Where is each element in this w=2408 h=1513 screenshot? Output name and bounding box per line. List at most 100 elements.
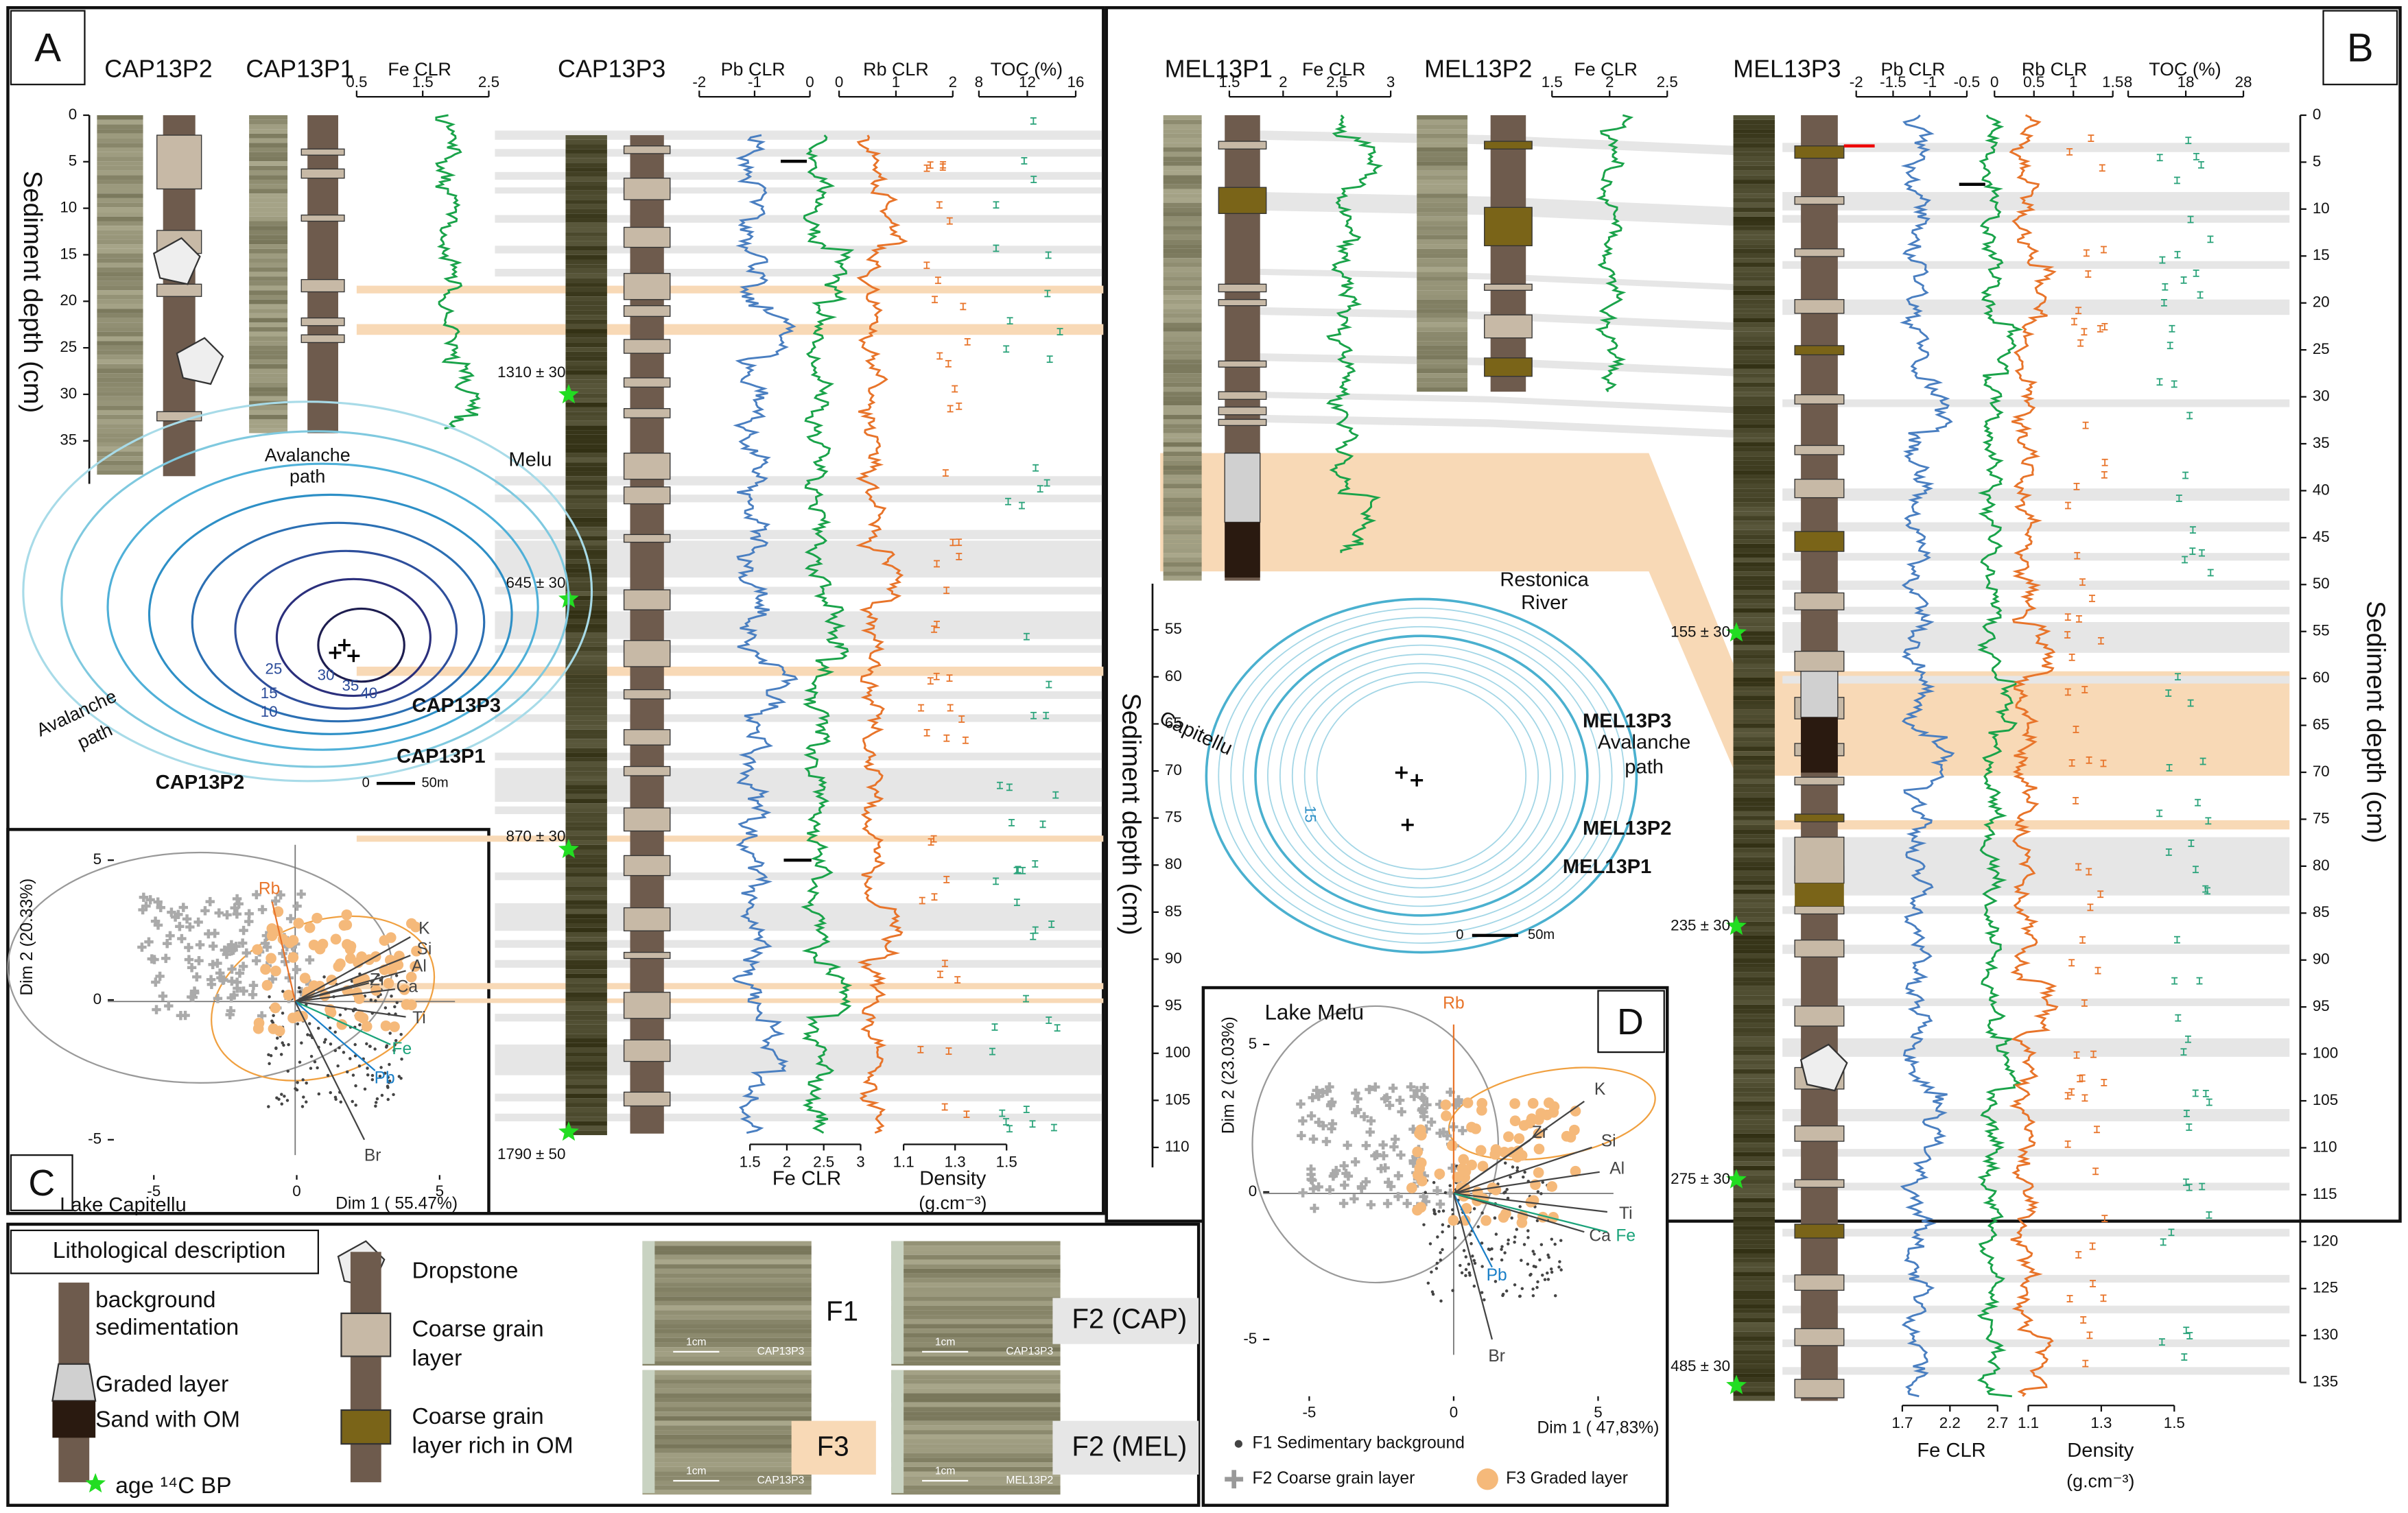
label: 15 — [1301, 806, 1319, 823]
core-photo — [249, 295, 288, 300]
core-photo — [1163, 212, 1202, 217]
scatter-point — [1459, 1215, 1471, 1226]
core-photo — [97, 364, 143, 369]
scatter-point — [368, 1045, 372, 1048]
correlation-band — [1782, 191, 2290, 211]
core-photo — [1163, 180, 1202, 184]
confidence-ellipse — [1448, 1067, 1656, 1161]
tick-label: 1.1 — [893, 1153, 914, 1170]
core-photo — [1417, 143, 1468, 148]
core-photo — [1733, 387, 1775, 392]
core-photo — [1163, 539, 1202, 544]
axis-title: Rb CLR — [2022, 59, 2088, 80]
correlation-band — [495, 645, 1102, 653]
core-photo — [891, 1388, 1061, 1394]
scatter-point — [298, 990, 302, 994]
scatter-point — [274, 1046, 278, 1050]
axis-title: Pb CLR — [1881, 59, 1946, 80]
core-photo — [249, 368, 288, 374]
core-photo — [565, 660, 607, 665]
scatter-point — [1541, 1180, 1545, 1184]
core-photo — [1733, 414, 1775, 420]
core-photo — [97, 152, 143, 157]
age-star — [1726, 1169, 1747, 1189]
core-photo — [1163, 409, 1202, 415]
scatter-point — [366, 1067, 369, 1070]
core-photo — [249, 377, 288, 383]
core-photo — [565, 794, 607, 799]
core-photo — [565, 900, 607, 905]
core-photo — [565, 1098, 607, 1104]
core-photo — [1163, 345, 1202, 350]
core-photo — [565, 983, 607, 988]
scatter-point — [268, 995, 271, 999]
core-photo — [565, 651, 607, 656]
scatter-point — [374, 1101, 378, 1104]
correlation-band — [1260, 392, 1737, 414]
correlation-band — [1782, 553, 2290, 561]
core-photo — [642, 1398, 812, 1403]
core-photo — [565, 250, 607, 255]
label: Si — [416, 940, 432, 958]
core-photo — [565, 863, 607, 868]
scatter-point — [393, 1043, 397, 1047]
scatter-point — [1513, 1235, 1517, 1239]
core-photo — [1733, 1212, 1775, 1217]
core-photo — [1733, 815, 1775, 820]
core-photo — [565, 835, 607, 841]
core-photo — [1733, 755, 1775, 761]
core-photo — [1163, 553, 1202, 558]
scatter-point — [281, 990, 285, 993]
core-photo — [565, 1056, 607, 1062]
core-photo — [97, 262, 143, 267]
core-photo — [565, 476, 607, 481]
label: Ti — [412, 1009, 426, 1027]
age-star — [1726, 622, 1747, 642]
scatter-point — [1503, 1251, 1507, 1254]
core-photo — [1733, 221, 1775, 226]
core-photo — [1733, 161, 1775, 166]
core-photo — [1417, 207, 1468, 213]
core-photo — [1733, 1032, 1775, 1037]
scatter-point — [363, 1087, 367, 1091]
core-photo — [642, 1287, 812, 1292]
scatter-point — [357, 1064, 362, 1068]
core-photo — [565, 540, 607, 546]
lithology-layer — [623, 486, 671, 505]
core-photo — [249, 230, 288, 235]
scatter-point — [390, 994, 393, 998]
scatter-point — [1435, 1261, 1439, 1265]
scatter-point — [1494, 1280, 1498, 1283]
core-photo — [1733, 650, 1775, 655]
core-photo — [565, 200, 607, 204]
tick-label: 70 — [1165, 761, 1182, 778]
label: MEL13P3 — [1583, 710, 1671, 732]
panel-frame — [1201, 986, 1669, 1508]
core-photo — [1163, 405, 1202, 410]
lithology-layer — [1218, 187, 1267, 214]
core-photo — [891, 1315, 1061, 1320]
core-photo — [1733, 1377, 1775, 1383]
core-photo — [565, 905, 607, 909]
age-star — [558, 1121, 579, 1141]
core-photo — [1733, 760, 1775, 765]
lithology-layer — [1794, 345, 1845, 356]
core-photo — [565, 927, 607, 933]
core-photo — [1163, 221, 1202, 226]
core-photo — [1163, 373, 1202, 378]
core-photo — [891, 1287, 1061, 1292]
core-photo — [97, 433, 143, 438]
core-photo — [97, 212, 143, 217]
core-photo — [1733, 1124, 1775, 1130]
core-photo — [1733, 1036, 1775, 1042]
core-photo — [249, 267, 288, 272]
core-photo — [642, 1476, 812, 1481]
tick-label: -0.5 — [1954, 73, 1981, 91]
core-photo — [1733, 424, 1775, 429]
core-photo — [1163, 484, 1202, 489]
scatter-point — [338, 920, 350, 931]
core-photo — [1163, 428, 1202, 433]
contour — [317, 607, 405, 683]
core-photo — [1163, 281, 1202, 286]
core-photo — [1733, 276, 1775, 281]
